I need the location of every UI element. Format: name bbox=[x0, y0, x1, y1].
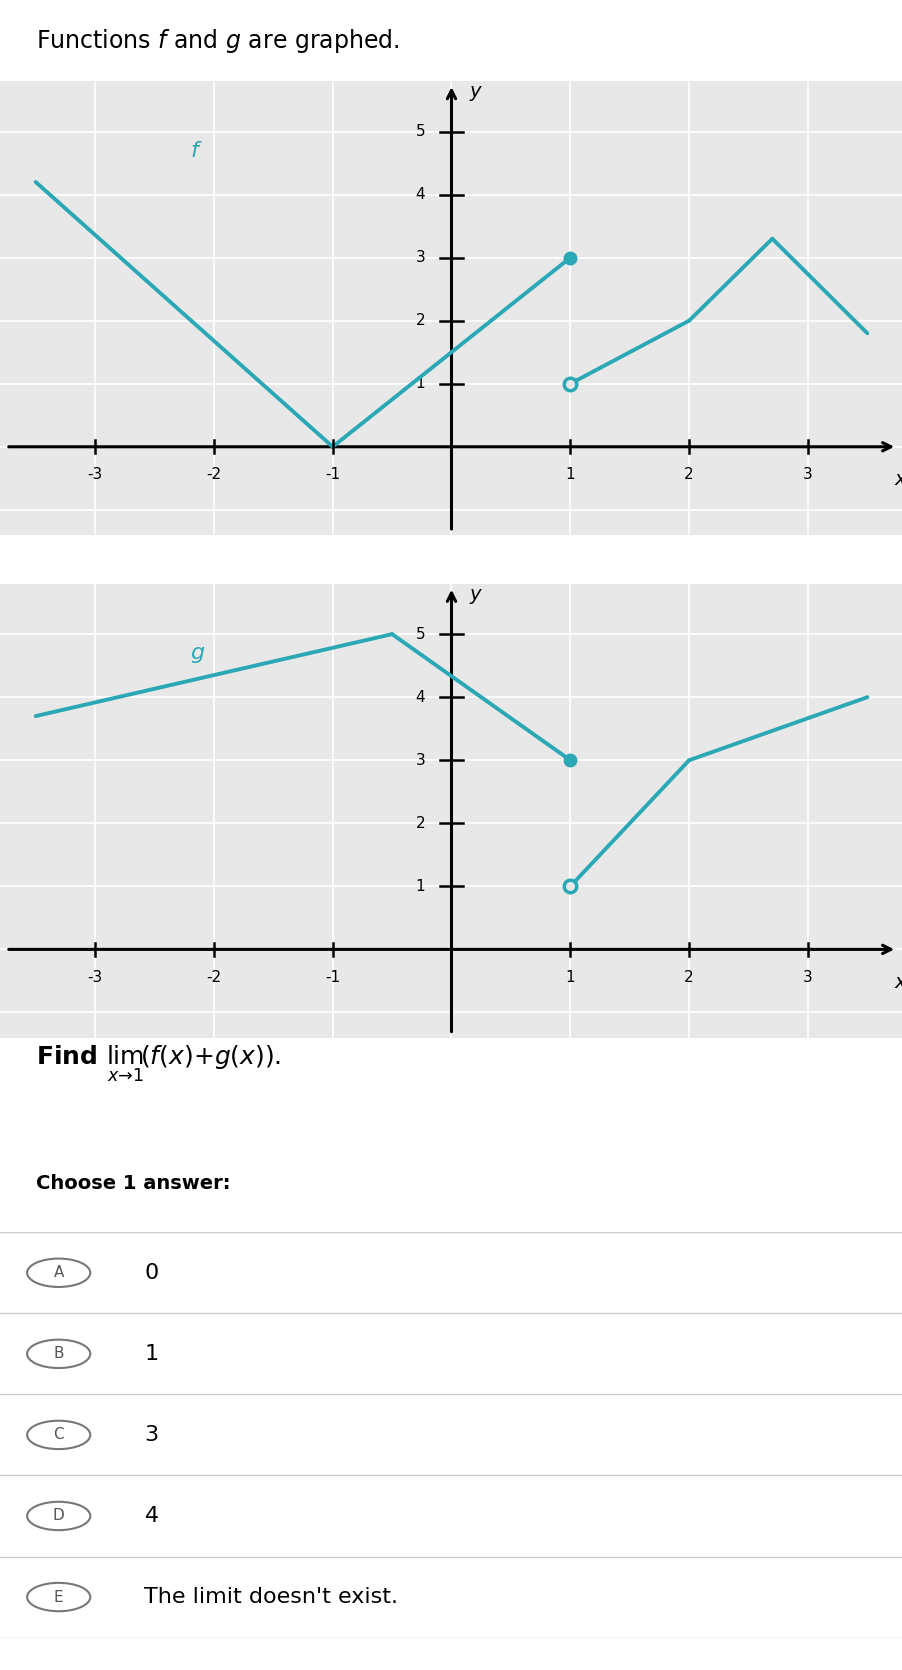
Text: E: E bbox=[54, 1590, 63, 1605]
Text: 2: 2 bbox=[415, 815, 425, 830]
Text: 3: 3 bbox=[802, 970, 812, 985]
Text: -2: -2 bbox=[206, 970, 221, 985]
Text: 1: 1 bbox=[144, 1344, 159, 1364]
Text: -1: -1 bbox=[325, 468, 340, 483]
Text: $y$: $y$ bbox=[469, 586, 483, 606]
Text: $y$: $y$ bbox=[469, 84, 483, 104]
Text: 5: 5 bbox=[415, 124, 425, 139]
Text: The limit doesn't exist.: The limit doesn't exist. bbox=[144, 1586, 398, 1607]
Text: $f$: $f$ bbox=[190, 140, 203, 162]
Text: 3: 3 bbox=[415, 753, 425, 768]
Text: 3: 3 bbox=[144, 1425, 159, 1445]
Text: 1: 1 bbox=[565, 970, 575, 985]
Text: C: C bbox=[53, 1428, 64, 1443]
Text: -3: -3 bbox=[87, 468, 103, 483]
Text: -2: -2 bbox=[206, 468, 221, 483]
Text: 4: 4 bbox=[144, 1506, 159, 1526]
Text: 2: 2 bbox=[415, 314, 425, 329]
Text: D: D bbox=[52, 1508, 65, 1523]
Text: $x$: $x$ bbox=[893, 974, 902, 992]
Text: B: B bbox=[53, 1346, 64, 1361]
Text: -1: -1 bbox=[325, 970, 340, 985]
Text: Choose 1 answer:: Choose 1 answer: bbox=[36, 1174, 230, 1192]
Text: 1: 1 bbox=[415, 878, 425, 893]
Text: 1: 1 bbox=[415, 376, 425, 391]
Text: 3: 3 bbox=[415, 250, 425, 266]
Text: Find $\lim_{x\to 1}\!\left(f(x)+g(x)\right).$: Find $\lim_{x\to 1}\!\left(f(x)+g(x)\rig… bbox=[36, 1044, 281, 1084]
Text: -3: -3 bbox=[87, 970, 103, 985]
Text: 2: 2 bbox=[684, 468, 693, 483]
Text: 0: 0 bbox=[144, 1263, 159, 1283]
Text: 5: 5 bbox=[415, 626, 425, 641]
Text: 4: 4 bbox=[415, 187, 425, 202]
Text: $g$: $g$ bbox=[190, 645, 205, 665]
Text: 4: 4 bbox=[415, 690, 425, 705]
Text: A: A bbox=[53, 1266, 64, 1281]
Text: 2: 2 bbox=[684, 970, 693, 985]
Text: 1: 1 bbox=[565, 468, 575, 483]
Text: 3: 3 bbox=[802, 468, 812, 483]
Text: Functions $f$ and $g$ are graphed.: Functions $f$ and $g$ are graphed. bbox=[36, 27, 400, 55]
Text: $x$: $x$ bbox=[893, 471, 902, 489]
